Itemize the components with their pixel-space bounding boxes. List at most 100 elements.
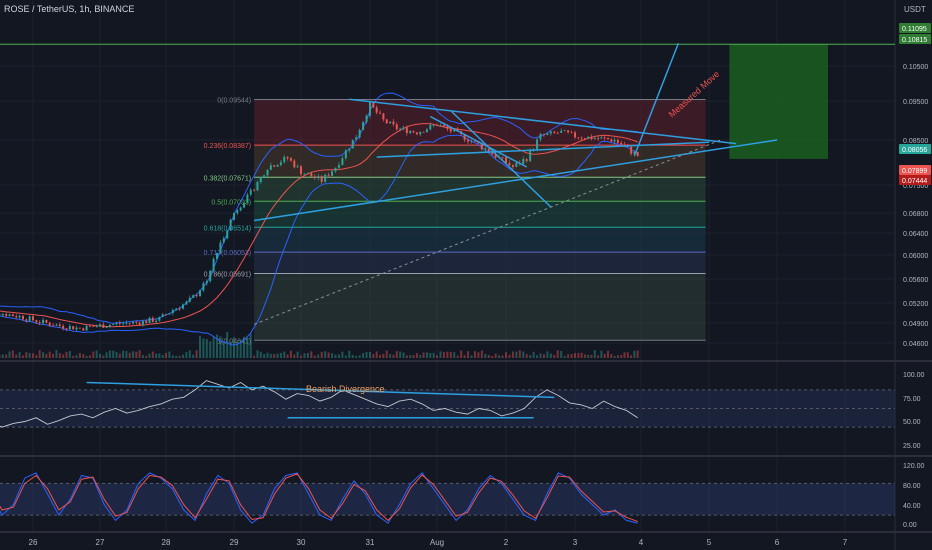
volume-bar: [577, 353, 580, 358]
volume-bar: [422, 352, 425, 358]
candle-body: [192, 295, 195, 298]
target-zone: [729, 44, 828, 159]
candle-body: [574, 132, 576, 138]
candle-body: [95, 326, 98, 328]
volume-bar: [556, 350, 559, 358]
volume-bar: [102, 355, 105, 358]
candle-body: [8, 314, 11, 317]
volume-bar: [266, 352, 269, 358]
time-tick-label: 30: [297, 538, 306, 547]
volume-bar: [317, 354, 320, 358]
candle-body: [549, 131, 552, 134]
price-axis: 0.10500 0.09500 0.08500 0.07500 0.06800 0.064…: [899, 23, 931, 529]
volume-bar: [636, 350, 639, 358]
volume-bar: [456, 355, 459, 358]
volume-bar: [560, 351, 563, 358]
volume-bar: [402, 352, 405, 358]
volume-bar: [463, 355, 466, 358]
volume-bar: [491, 355, 494, 358]
volume-bar: [351, 354, 354, 358]
candle-body: [439, 125, 442, 126]
fibonacci-retracement[interactable]: 0(0.09544) 0.236(0.08387) 0.382(0.07671) 0.…: [204, 97, 706, 345]
candle-body: [556, 132, 559, 134]
price-tick-label: 0.06000: [903, 253, 928, 260]
trend-drawings[interactable]: [253, 42, 778, 325]
volume-bar: [58, 353, 61, 358]
candle-body: [249, 189, 252, 195]
candle-body: [432, 124, 435, 126]
volume-bar: [369, 352, 371, 358]
volume-bar: [283, 351, 286, 358]
candle-body: [449, 128, 452, 132]
volume-bar: [122, 350, 125, 358]
volume-bar: [425, 352, 428, 358]
candle-body: [135, 321, 138, 323]
volume-bar: [365, 351, 368, 358]
candle-body: [168, 313, 171, 315]
price-tick-label: 0.05200: [903, 301, 928, 308]
fib-zone: [254, 227, 706, 253]
volume-bar: [563, 355, 566, 358]
volume-bar: [48, 351, 51, 358]
candle-body: [597, 138, 600, 139]
volume-bar: [233, 337, 235, 358]
volume-bar: [182, 354, 184, 358]
volume-bar: [580, 352, 583, 358]
candle-body: [487, 148, 490, 153]
fib-label: 0.382(0.07671): [204, 175, 251, 182]
price-tag-label: 0.10815: [902, 37, 927, 44]
fib-label: 1(0.04641): [217, 338, 251, 345]
volume-bar: [432, 352, 435, 358]
volume-bar: [42, 352, 45, 358]
volume-bar: [192, 354, 195, 358]
candle-body: [399, 128, 402, 130]
candle-body: [32, 316, 34, 321]
candle-body: [182, 304, 184, 309]
candle-body: [306, 173, 309, 174]
volume-bar: [195, 350, 198, 358]
volume-bar: [243, 336, 246, 358]
candle-body: [88, 325, 91, 327]
volume-bar: [395, 351, 398, 358]
volume-bar: [92, 351, 95, 358]
volume-bar: [105, 352, 108, 358]
volume-bar: [505, 352, 507, 358]
candle-body: [511, 165, 514, 167]
candle-body: [525, 159, 528, 162]
volume-bar: [630, 355, 633, 358]
volume-bar: [249, 333, 252, 358]
candle-body: [148, 317, 151, 323]
volume-bar: [453, 352, 456, 358]
candle-body: [389, 121, 392, 124]
volume-bar: [389, 354, 392, 358]
candle-body: [256, 181, 259, 191]
candle-body: [48, 322, 51, 326]
volume-bar: [168, 351, 171, 358]
volume-bar: [185, 352, 188, 358]
volume-bar: [269, 353, 272, 358]
price-tag: [899, 144, 931, 154]
volume-bar: [542, 354, 545, 358]
candle-body: [85, 325, 88, 331]
candle-body: [395, 124, 398, 130]
stoch-rsi-pane: [0, 472, 895, 524]
volume-bar: [467, 351, 470, 358]
rsi-tick-label: 75.00: [903, 396, 921, 403]
candle-body: [580, 137, 583, 139]
candle-body: [122, 323, 125, 325]
volume-bar: [118, 353, 121, 358]
volume-bar: [199, 335, 201, 358]
volume-bar: [145, 355, 148, 358]
fib-label: 0.786(0.05691): [204, 272, 251, 279]
volume-bar: [372, 354, 375, 358]
candle-body: [151, 317, 154, 322]
rsi-line: [0, 380, 638, 428]
volume-bar: [460, 350, 463, 358]
candle-body: [125, 322, 128, 324]
volume-bar: [175, 355, 178, 358]
candle-body: [72, 326, 75, 330]
volume-bar: [633, 350, 636, 358]
measured-move-line: [633, 42, 680, 157]
price-tick-label: 0.04600: [903, 341, 928, 348]
